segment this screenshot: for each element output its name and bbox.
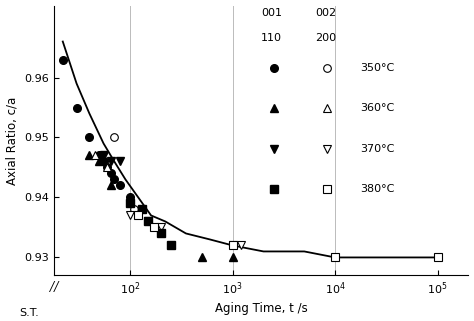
Text: 360°C: 360°C bbox=[361, 103, 395, 113]
Text: 002: 002 bbox=[315, 8, 336, 18]
Text: 001: 001 bbox=[261, 8, 282, 18]
Text: 370°C: 370°C bbox=[361, 143, 395, 153]
Text: 350°C: 350°C bbox=[361, 63, 395, 73]
Y-axis label: Axial Ratio, c/a: Axial Ratio, c/a bbox=[6, 96, 18, 185]
X-axis label: Aging Time, t /s: Aging Time, t /s bbox=[215, 302, 308, 316]
Text: //: // bbox=[50, 281, 58, 294]
Text: 110: 110 bbox=[261, 32, 282, 43]
Text: 380°C: 380°C bbox=[361, 184, 395, 194]
Text: 200: 200 bbox=[315, 32, 336, 43]
Text: S.T.: S.T. bbox=[19, 308, 39, 318]
